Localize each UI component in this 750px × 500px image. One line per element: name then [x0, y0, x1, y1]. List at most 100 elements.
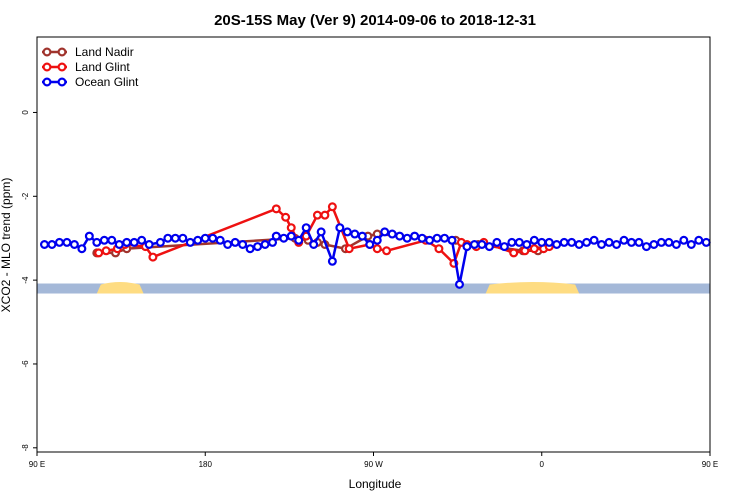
x-tick-label: 180	[199, 460, 213, 469]
data-point	[432, 233, 442, 243]
data-point	[335, 223, 345, 233]
data-point	[230, 237, 240, 247]
data-point	[387, 229, 397, 239]
y-tick-label: -6	[21, 360, 30, 368]
y-axis: 0 -2 -4 -6 -8	[21, 110, 37, 451]
data-point	[372, 235, 382, 245]
x-tick-label: 0	[540, 460, 545, 469]
data-point	[137, 235, 147, 245]
data-point	[122, 237, 132, 247]
data-point	[215, 235, 225, 245]
data-point	[69, 240, 79, 250]
data-point	[372, 244, 382, 254]
data-point	[656, 237, 666, 247]
data-point	[327, 202, 337, 212]
data-point	[434, 244, 444, 254]
legend-marker	[42, 77, 52, 87]
data-point	[462, 242, 472, 252]
data-point	[327, 256, 337, 266]
data-point	[77, 244, 87, 254]
data-point	[101, 246, 111, 256]
legend-label: Land Nadir	[75, 45, 134, 59]
land-segment	[96, 282, 144, 294]
legend-marker	[57, 62, 67, 72]
data-point	[440, 233, 450, 243]
data-point	[301, 223, 311, 233]
data-point	[514, 237, 524, 247]
series-ocean-glint	[39, 223, 711, 289]
data-point	[350, 229, 360, 239]
x-tick-label: 90 W	[364, 460, 383, 469]
legend-item: Land Nadir	[42, 45, 134, 59]
data-point	[410, 231, 420, 241]
data-point	[619, 235, 629, 245]
data-point	[357, 231, 367, 241]
data-point	[509, 248, 519, 258]
data-point	[454, 279, 464, 289]
data-point	[574, 240, 584, 250]
data-point	[286, 231, 296, 241]
data-point	[425, 235, 435, 245]
series-layer	[39, 202, 711, 289]
data-point	[382, 246, 392, 256]
data-point	[559, 237, 569, 247]
chart-title: 20S-15S May (Ver 9) 2014-09-06 to 2018-1…	[214, 12, 536, 29]
legend-marker	[42, 62, 52, 72]
data-point	[84, 231, 94, 241]
ocean-strip	[37, 283, 710, 294]
data-point	[664, 237, 674, 247]
data-point	[39, 240, 49, 250]
data-point	[499, 242, 509, 252]
data-point	[529, 244, 539, 254]
data-point	[281, 212, 291, 222]
data-point	[402, 233, 412, 243]
data-point	[417, 233, 427, 243]
x-axis-label: Longitude	[349, 477, 402, 491]
data-point	[238, 240, 248, 250]
legend-item: Ocean Glint	[42, 75, 139, 89]
data-point	[193, 235, 203, 245]
data-point	[641, 242, 651, 252]
data-point	[320, 210, 330, 220]
data-point	[469, 240, 479, 250]
data-point	[185, 237, 195, 247]
data-point	[365, 240, 375, 250]
data-point	[155, 237, 165, 247]
data-point	[129, 237, 139, 247]
data-point	[62, 237, 72, 247]
data-point	[107, 235, 117, 245]
legend-label: Land Glint	[75, 60, 130, 74]
data-point	[507, 237, 517, 247]
data-point	[163, 233, 173, 243]
data-point	[223, 240, 233, 250]
data-point	[582, 237, 592, 247]
data-point	[148, 252, 158, 262]
data-point	[170, 233, 180, 243]
data-point	[271, 231, 281, 241]
data-point	[447, 235, 457, 245]
land-segment	[485, 282, 580, 294]
data-point	[380, 227, 390, 237]
legend-marker	[57, 77, 67, 87]
data-point	[200, 233, 210, 243]
y-axis-label: XCO2 - MLO trend (ppm)	[0, 178, 13, 313]
data-point	[114, 240, 124, 250]
data-point	[245, 244, 255, 254]
data-point	[47, 240, 57, 250]
data-point	[54, 237, 64, 247]
data-point	[604, 237, 614, 247]
data-point	[694, 235, 704, 245]
data-point	[178, 233, 188, 243]
data-point	[597, 240, 607, 250]
data-point	[279, 233, 289, 243]
data-point	[522, 240, 532, 250]
data-point	[294, 235, 304, 245]
data-point	[634, 237, 644, 247]
data-point	[679, 235, 689, 245]
data-point	[208, 233, 218, 243]
data-point	[537, 237, 547, 247]
data-point	[552, 240, 562, 250]
data-point	[260, 240, 270, 250]
